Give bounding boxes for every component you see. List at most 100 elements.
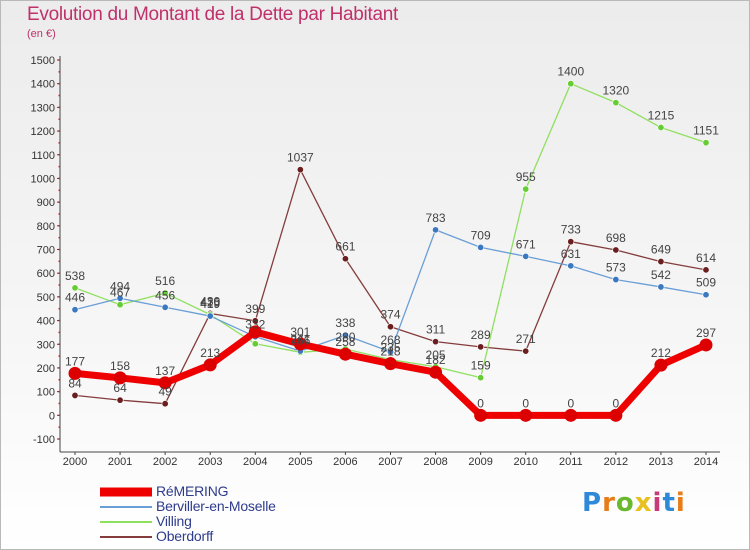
data-point [161,303,169,311]
chart-unit: (en €) [27,28,56,40]
data-label: 516 [155,274,175,288]
y-tick-label: 900 [37,197,55,209]
data-label: 0 [567,396,574,410]
data-point [116,396,124,404]
data-label: 159 [471,359,491,373]
data-point [567,80,575,88]
data-point [564,408,578,422]
data-label: 289 [471,328,491,342]
data-point [657,283,665,291]
data-label: 709 [471,228,491,242]
data-label: 1151 [693,124,719,138]
y-tick-label: 700 [37,245,55,257]
x-tick-label: 2003 [198,456,222,468]
data-point [522,185,530,193]
y-tick-label: 1400 [31,79,55,91]
legend-label-berviller: Berviller-en-Moselle [156,498,276,514]
data-point [386,323,394,331]
data-point [203,358,217,372]
y-tick-label: 1000 [31,173,55,185]
x-tick-label: 2011 [559,456,583,468]
data-label: 399 [245,302,265,316]
data-label: 158 [110,359,130,373]
y-tick-label: 800 [37,221,55,233]
x-tick-label: 2006 [333,456,357,468]
x-tick-label: 2005 [288,456,312,468]
x-tick-label: 2004 [243,456,267,468]
data-label: 332 [245,318,265,332]
data-point [702,139,710,147]
legend-label-villing: Villing [156,513,192,529]
x-tick-label: 2013 [649,456,673,468]
data-point [341,255,349,263]
y-tick-label: 1300 [31,102,55,114]
y-tick-label: 1200 [31,126,55,138]
brand-logo: Proxiti [582,488,686,518]
data-label: 631 [561,247,581,261]
data-point [116,294,124,302]
brand-letter: r [602,488,616,518]
x-tick-label: 2001 [108,456,132,468]
data-label: 268 [380,333,400,347]
data-label: 456 [155,288,175,302]
data-label: 698 [606,231,626,245]
data-label: 538 [65,269,85,283]
data-point [161,400,169,408]
data-label: 446 [65,291,85,305]
data-point [116,301,124,309]
data-point [609,408,623,422]
data-point [702,291,710,299]
data-label: 374 [380,308,400,322]
data-point [161,289,169,297]
data-label: 271 [290,332,310,346]
data-point [71,391,79,399]
data-label: 467 [110,286,130,300]
y-tick-label: 1500 [31,55,55,67]
data-point [68,366,82,380]
data-label: 258 [335,335,355,349]
data-point [657,258,665,266]
data-label: 137 [155,364,175,378]
data-point [71,284,79,292]
data-point [71,306,79,314]
data-point [429,365,443,379]
data-label: 235 [380,341,400,355]
x-tick-label: 2000 [63,456,87,468]
y-tick-label: 0 [49,410,55,422]
data-point [519,408,533,422]
data-label: 733 [561,223,581,237]
data-label: 271 [516,332,536,346]
x-tick-label: 2007 [378,456,402,468]
x-tick-label: 2014 [694,456,718,468]
y-tick-label: 300 [37,339,55,351]
data-label: 661 [335,240,355,254]
data-label: 542 [651,268,671,282]
data-point [612,99,620,107]
data-label: 0 [613,396,620,410]
data-label: 218 [380,345,400,359]
data-point [612,246,620,254]
data-point [612,276,620,284]
data-label: 955 [516,170,536,184]
data-label: 177 [65,354,85,368]
data-label: 301 [290,325,310,339]
brand-letter: i [675,488,686,518]
data-point [654,358,668,372]
y-tick-label: 100 [37,387,55,399]
data-label: 419 [200,297,220,311]
data-label: 49 [158,385,172,399]
legend-swatch-berviller [100,505,152,508]
data-label: 430 [200,294,220,308]
data-point [477,343,485,351]
x-tick-label: 2002 [153,456,177,468]
brand-letter: o [615,488,635,518]
data-label: 205 [426,348,446,362]
legend-label-oberdorff: Oberdorff [156,528,214,544]
data-label: 212 [651,346,671,360]
data-label: 783 [426,211,446,225]
data-label: 1215 [648,109,675,123]
data-label: 649 [651,243,671,257]
data-label: 494 [110,279,130,293]
